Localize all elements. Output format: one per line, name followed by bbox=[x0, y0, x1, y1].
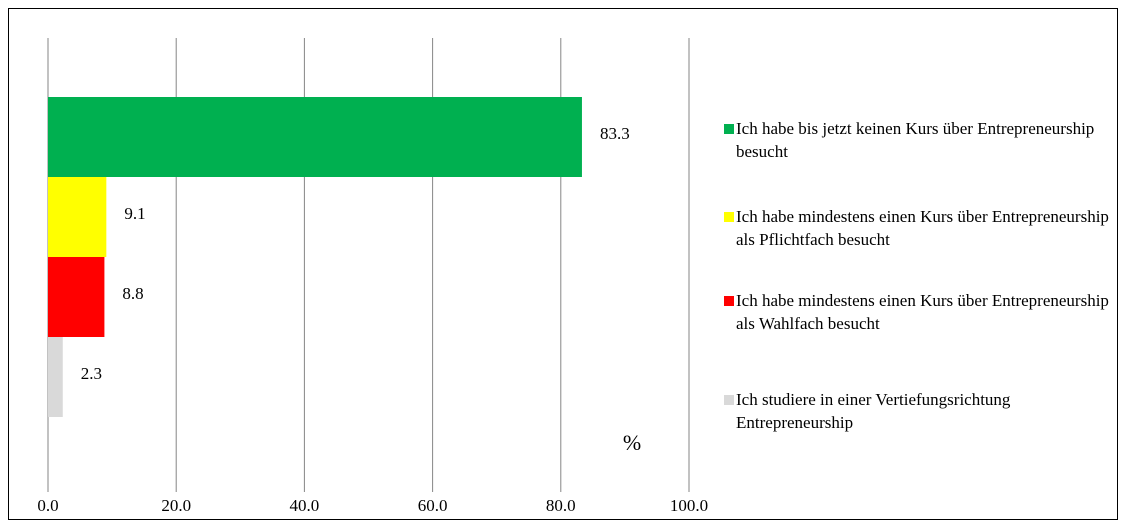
bar bbox=[48, 337, 63, 417]
data-label: 2.3 bbox=[81, 364, 102, 383]
chart-border bbox=[8, 8, 1118, 520]
legend-label: Ich habe mindestens einen Kurs über Entr… bbox=[736, 291, 1109, 333]
x-tick-label: 20.0 bbox=[161, 496, 191, 515]
legend-swatch bbox=[724, 124, 734, 134]
bar bbox=[48, 177, 107, 257]
legend-swatch bbox=[724, 395, 734, 405]
x-tick-label: 40.0 bbox=[290, 496, 320, 515]
x-tick-label: 0.0 bbox=[37, 496, 58, 515]
legend-label: Ich habe bis jetzt keinen Kurs über Entr… bbox=[736, 119, 1095, 161]
legend-label: Ich studiere in einer Vertiefungsrichtun… bbox=[736, 390, 1011, 432]
data-label: 83.3 bbox=[600, 124, 630, 143]
annotation: % bbox=[623, 430, 641, 455]
x-tick-label: 60.0 bbox=[418, 496, 448, 515]
bar bbox=[48, 97, 582, 177]
legend-swatch bbox=[724, 296, 734, 306]
bar bbox=[48, 257, 105, 337]
legend-label: Ich habe mindestens einen Kurs über Entr… bbox=[736, 207, 1109, 249]
data-label: 9.1 bbox=[124, 204, 145, 223]
x-tick-label: 80.0 bbox=[546, 496, 576, 515]
legend-swatch bbox=[724, 212, 734, 222]
data-label: 8.8 bbox=[122, 284, 143, 303]
x-tick-label: 100.0 bbox=[670, 496, 708, 515]
